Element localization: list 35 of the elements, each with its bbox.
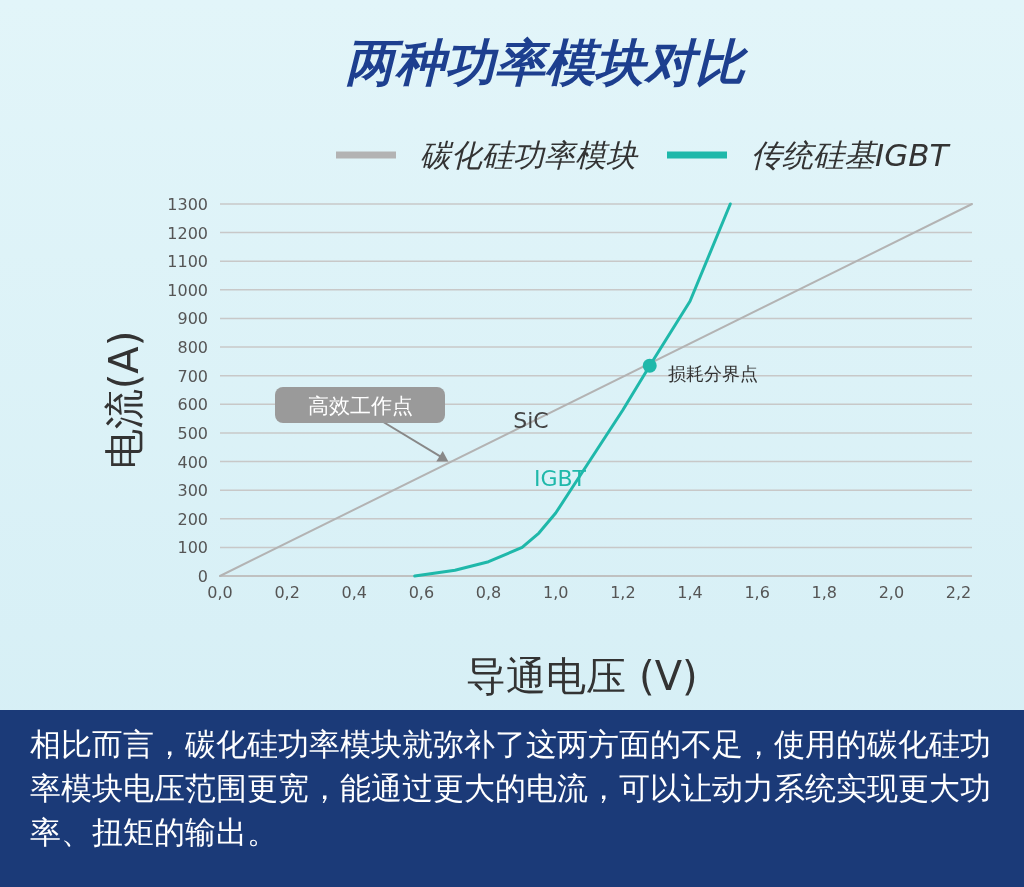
y-tick-label: 300 xyxy=(177,481,208,501)
y-tick-label: 1300 xyxy=(167,195,208,214)
x-tick-label: 2,0 xyxy=(878,583,905,602)
legend-label: 传统硅基IGBT xyxy=(751,137,951,173)
y-tick-label: 500 xyxy=(177,423,208,443)
annotation: 损耗分界点 xyxy=(667,362,758,384)
y-tick-label: 400 xyxy=(177,452,208,472)
annotation: SiC xyxy=(513,408,549,433)
y-tick-label: 800 xyxy=(177,338,208,358)
x-tick-label: 1,8 xyxy=(811,583,838,602)
x-tick-label: 1,2 xyxy=(610,583,636,602)
y-tick-label: 600 xyxy=(177,395,208,415)
x-tick-label: 0,0 xyxy=(207,583,233,602)
x-tick-label: 1,0 xyxy=(542,583,569,602)
x-tick-label: 2,2 xyxy=(945,583,972,602)
legend-label: 碳化硅功率模块 xyxy=(420,137,639,173)
y-tick-label: 100 xyxy=(177,538,208,558)
x-tick-label: 0,2 xyxy=(274,583,300,602)
y-tick-label: 700 xyxy=(177,366,208,386)
y-tick-label: 900 xyxy=(177,309,208,329)
y-tick-label: 0 xyxy=(197,567,208,586)
chart-title: 两种功率模块对比 xyxy=(345,34,749,92)
x-tick-label: 0,6 xyxy=(408,583,435,602)
x-tick-label: 0,4 xyxy=(341,583,368,602)
annotation: 高效工作点 xyxy=(307,394,413,418)
x-tick-label: 0,8 xyxy=(475,583,502,602)
y-tick-label: 200 xyxy=(177,509,208,529)
y-tick-label: 1000 xyxy=(167,280,208,300)
x-tick-label: 1,6 xyxy=(744,583,770,602)
x-tick-label: 1,4 xyxy=(677,583,703,602)
x-axis-title: 导通电压 (V) xyxy=(466,653,698,699)
y-tick-label: 1200 xyxy=(167,223,208,243)
y-axis-title: 电流(A) xyxy=(101,330,147,470)
text: 相比而言，碳化硅功率模块就弥补了这两方面的不足，使用的碳化硅功率模块电压范围更宽，能通过更大的电流，可以让动力系统实现更大功率、扭矩的输出。 xyxy=(0,710,1024,887)
y-tick-label: 1100 xyxy=(167,252,208,272)
